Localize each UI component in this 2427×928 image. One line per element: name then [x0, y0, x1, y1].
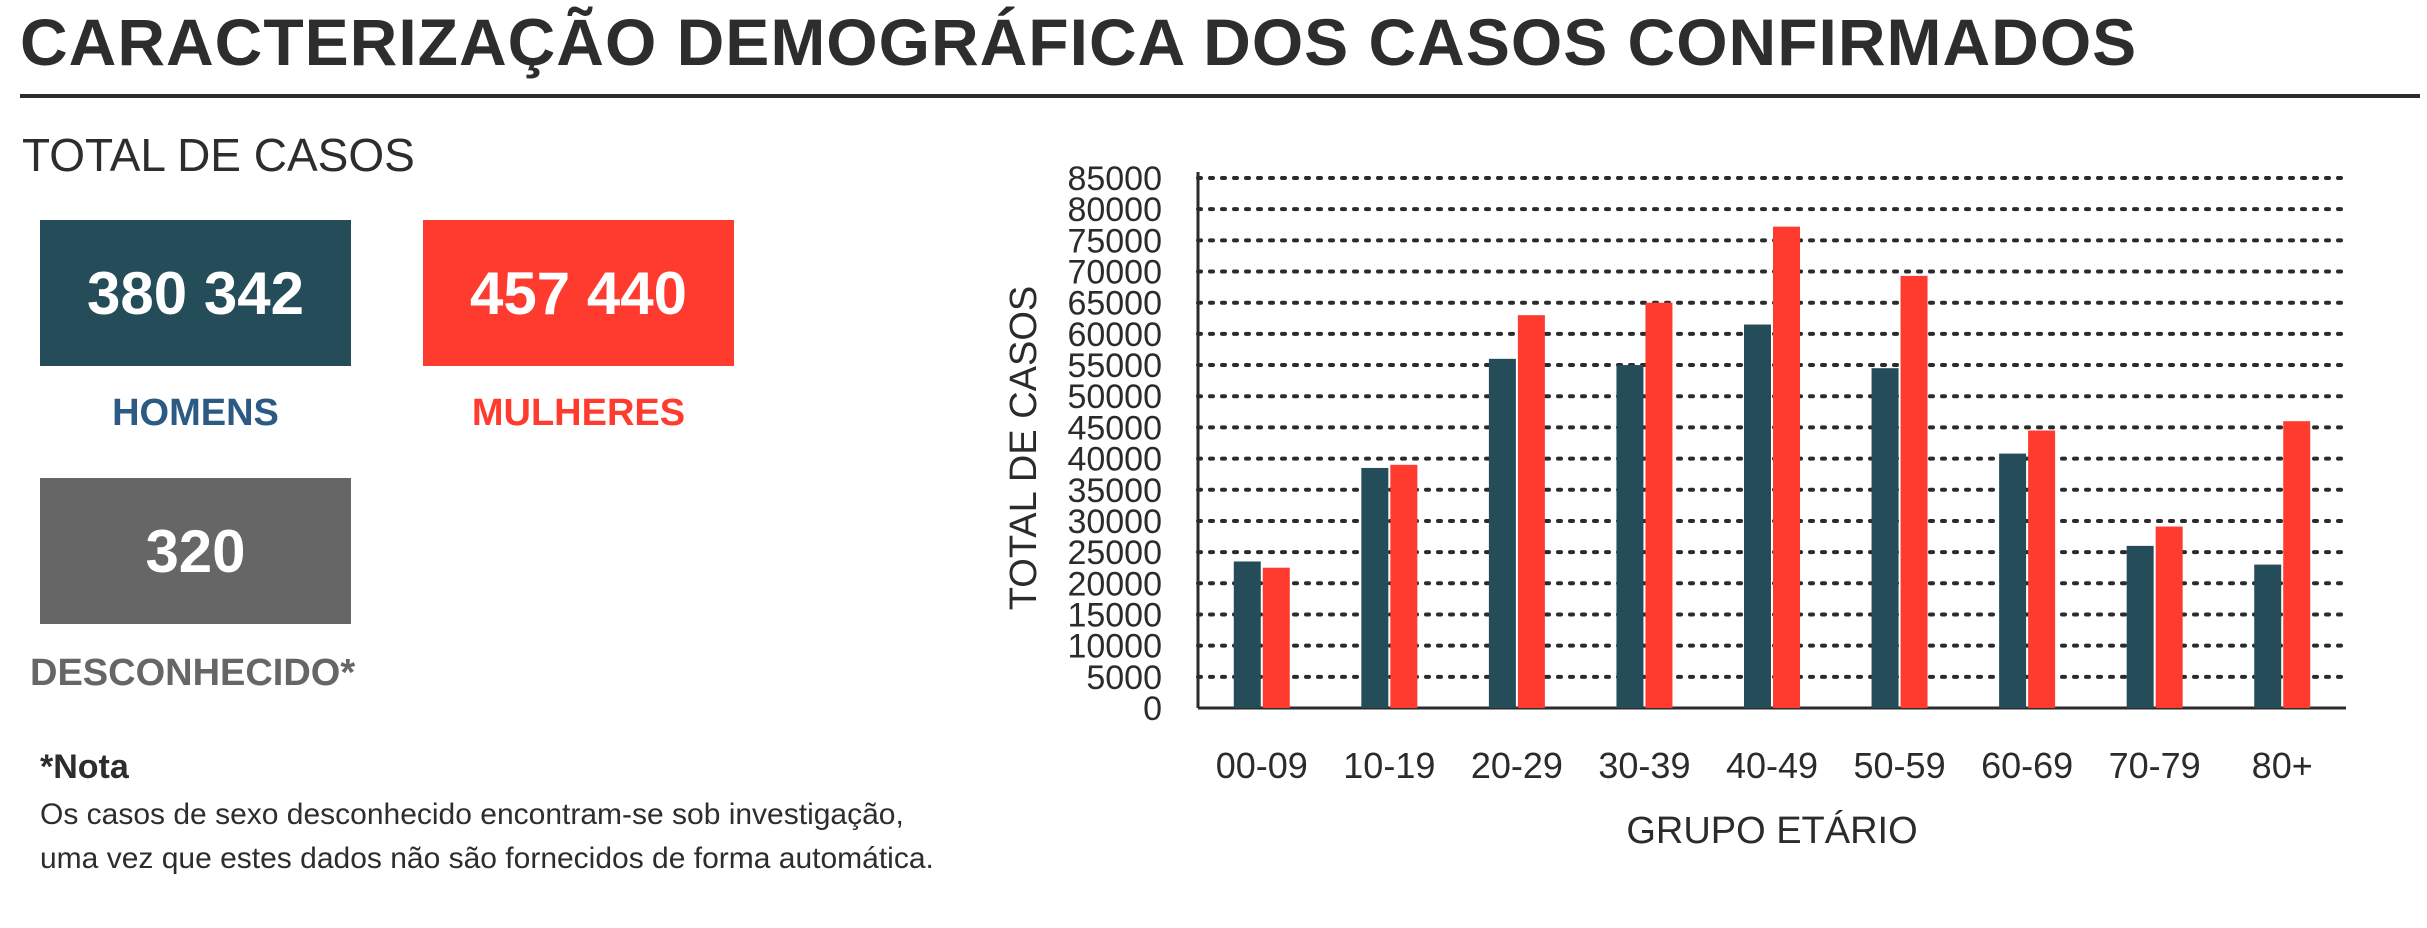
note-line: uma vez que estes dados não são fornecid… [40, 842, 934, 875]
y-tick-label: 70000 [1067, 254, 1162, 292]
x-tick-label: 10-19 [1343, 745, 1435, 786]
men-label: HOMENS [112, 392, 279, 434]
totals-section-title: TOTAL DE CASOS [22, 129, 415, 181]
y-tick-label: 0 [1143, 690, 1162, 728]
bar [2155, 526, 2183, 708]
unknown-total-box: 320 [40, 478, 351, 624]
bar [1645, 302, 1673, 708]
y-tick-label: 10000 [1067, 628, 1162, 666]
page-title: CARACTERIZAÇÃO DEMOGRÁFICA DOS CASOS CON… [20, 5, 2138, 79]
x-tick-label: 80+ [2252, 745, 2313, 786]
x-axis-label: GRUPO ETÁRIO [1626, 809, 1917, 852]
bar [1517, 315, 1545, 708]
unknown-total-value: 320 [145, 517, 246, 585]
y-tick-label: 30000 [1067, 503, 1162, 541]
bar [1744, 324, 1771, 708]
y-tick-label: 65000 [1067, 285, 1162, 323]
men-total-value: 380 342 [87, 259, 304, 327]
x-tick-label: 30-39 [1598, 745, 1690, 786]
y-tick-label: 15000 [1067, 596, 1162, 634]
bar [1361, 467, 1389, 708]
x-tick-label: 20-29 [1471, 745, 1563, 786]
bar [2126, 545, 2154, 708]
unknown-label: DESCONHECIDO* [30, 652, 356, 694]
y-tick-label: 85000 [1067, 160, 1162, 198]
bar [1390, 464, 1418, 708]
y-tick-label: 5000 [1086, 659, 1162, 697]
bar [1233, 561, 1261, 708]
bar [1488, 358, 1516, 708]
y-tick-label: 80000 [1067, 191, 1162, 229]
x-tick-label: 40-49 [1726, 745, 1818, 786]
note-line: Os casos de sexo desconhecido encontram-… [40, 798, 904, 831]
bar [2283, 421, 2311, 708]
y-tick-label: 40000 [1067, 441, 1162, 479]
bar [1262, 567, 1290, 708]
women-total-box: 457 440 [423, 220, 734, 366]
y-tick-label: 25000 [1067, 534, 1162, 572]
x-tick-label: 50-59 [1854, 745, 1946, 786]
bar [1616, 365, 1644, 708]
y-tick-label: 20000 [1067, 565, 1162, 603]
women-total-value: 457 440 [470, 259, 687, 327]
y-tick-label: 35000 [1067, 472, 1162, 510]
y-tick-label: 55000 [1067, 347, 1162, 385]
bar [1773, 226, 1800, 708]
y-tick-label: 60000 [1067, 316, 1162, 354]
y-tick-label: 75000 [1067, 222, 1162, 260]
bar [1999, 453, 2027, 708]
y-axis-label: TOTAL DE CASOS [1003, 286, 1045, 610]
bar [2254, 564, 2282, 708]
x-tick-label: 00-09 [1216, 745, 1308, 786]
women-label: MULHERES [471, 392, 686, 434]
x-tick-label: 70-79 [2109, 745, 2201, 786]
bar [1871, 368, 1899, 708]
y-tick-label: 50000 [1067, 378, 1162, 416]
men-total-box: 380 342 [40, 220, 351, 366]
note-title: *Nota [40, 748, 129, 786]
x-tick-label: 60-69 [1981, 745, 2073, 786]
bar [1900, 275, 1928, 708]
title-divider [20, 94, 2420, 98]
y-tick-label: 45000 [1067, 409, 1162, 447]
bar [2028, 430, 2056, 708]
